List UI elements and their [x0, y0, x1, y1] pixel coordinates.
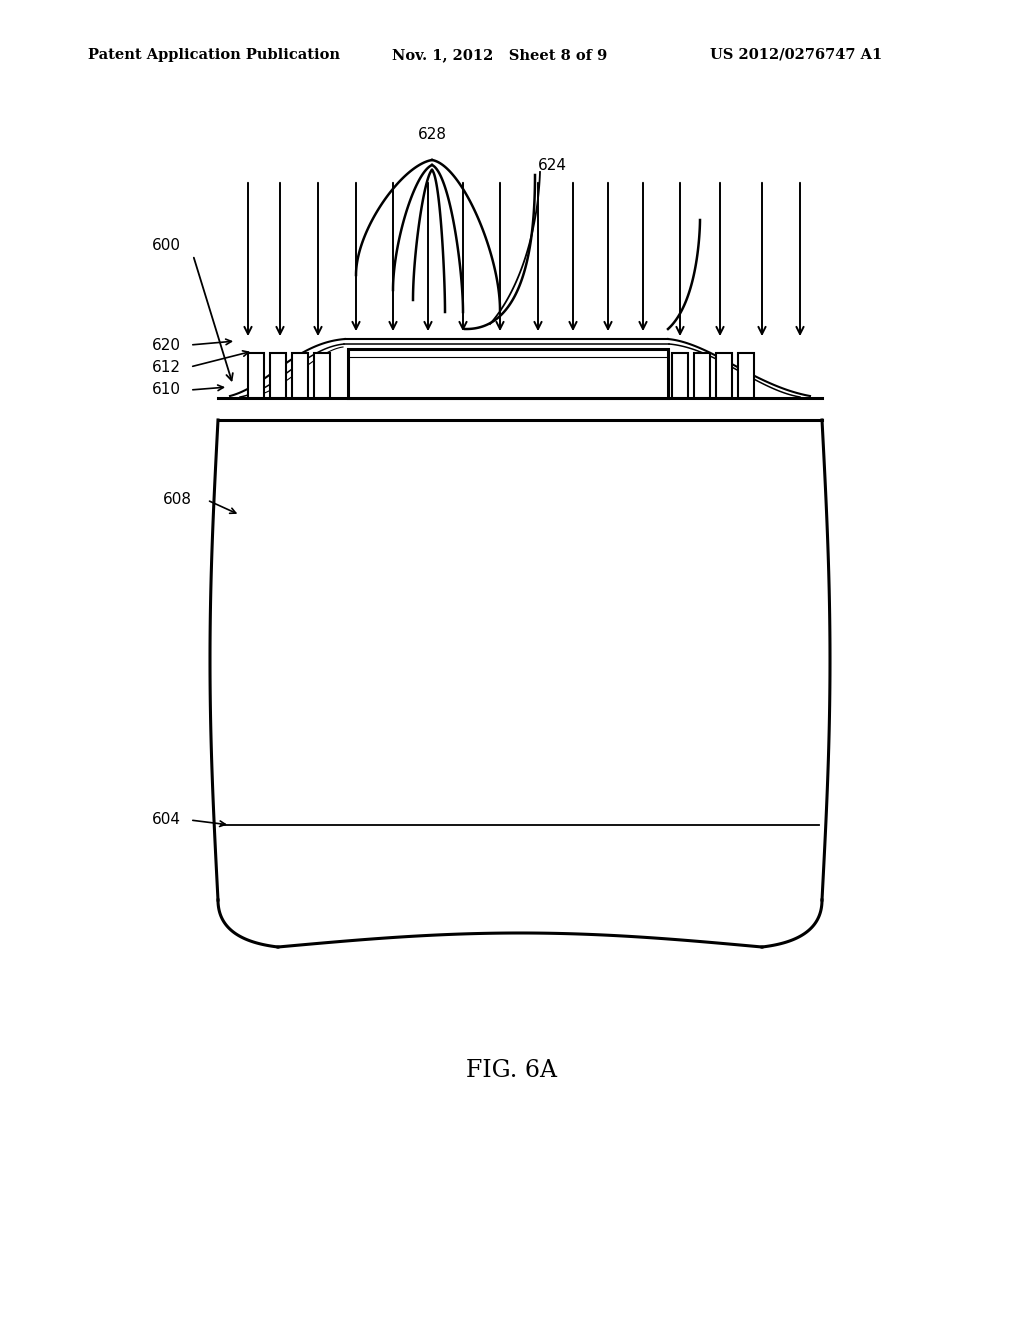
Text: 612: 612: [152, 359, 181, 375]
Text: FIG. 6A: FIG. 6A: [467, 1059, 557, 1082]
Bar: [694, 352, 710, 399]
Bar: [716, 352, 732, 399]
Text: 608: 608: [163, 492, 193, 507]
Text: 628: 628: [418, 127, 446, 143]
Bar: [292, 352, 308, 399]
Text: Nov. 1, 2012   Sheet 8 of 9: Nov. 1, 2012 Sheet 8 of 9: [392, 48, 607, 62]
Text: 620: 620: [152, 338, 181, 352]
Bar: [672, 352, 688, 399]
Bar: [314, 352, 330, 399]
Text: US 2012/0276747 A1: US 2012/0276747 A1: [710, 48, 883, 62]
Bar: [248, 352, 264, 399]
Bar: [270, 352, 286, 399]
Text: 604: 604: [152, 813, 181, 828]
Text: Patent Application Publication: Patent Application Publication: [88, 48, 340, 62]
Text: 624: 624: [538, 157, 567, 173]
Text: 610: 610: [152, 383, 181, 397]
Bar: [348, 348, 668, 399]
Bar: [738, 352, 754, 399]
Text: 600: 600: [152, 238, 181, 252]
